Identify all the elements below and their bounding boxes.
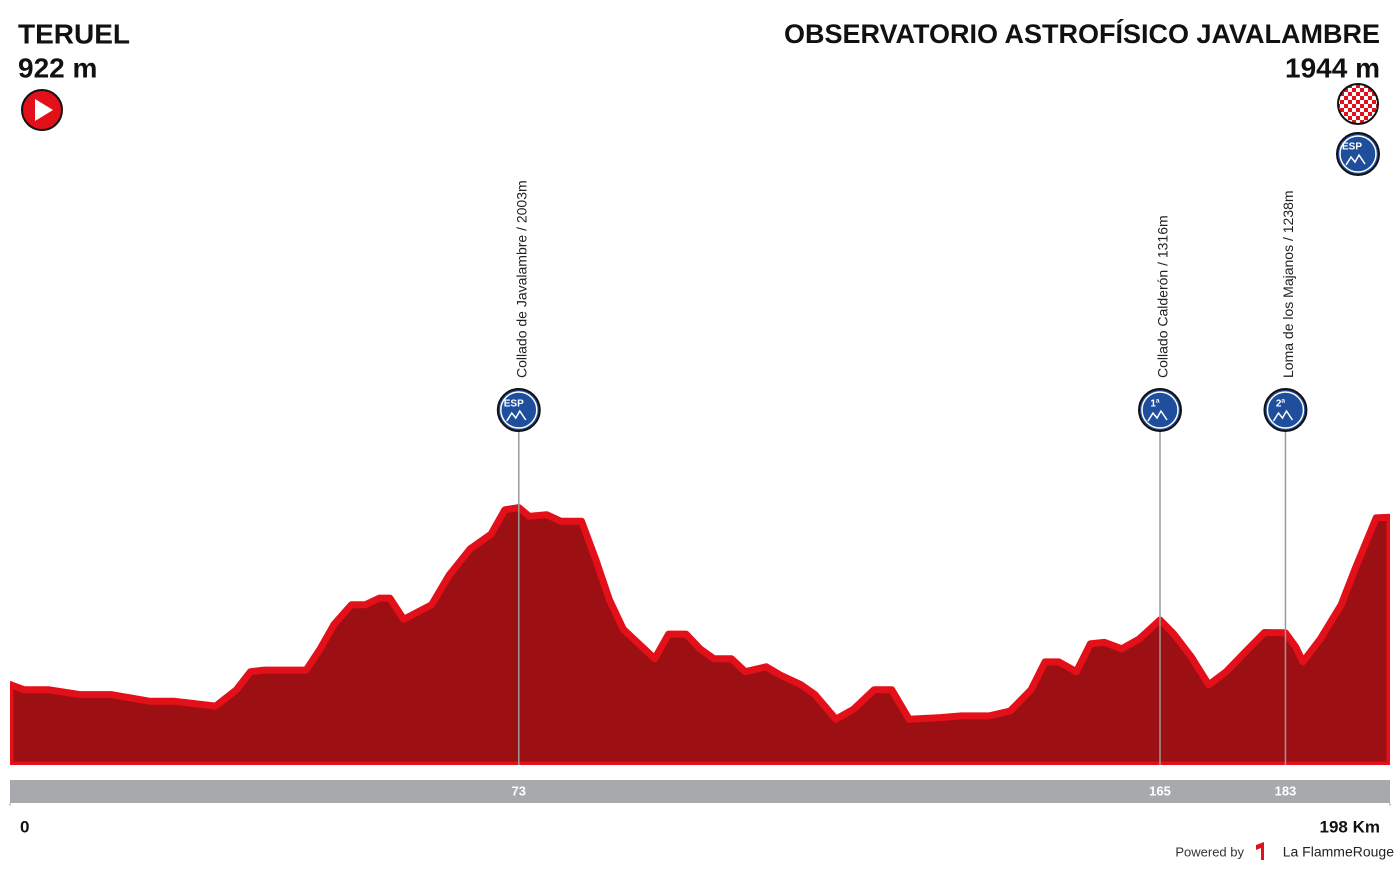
climb-label: Collado Calderón / 1316m [1155, 215, 1171, 378]
climb-km: 73 [512, 783, 526, 798]
climb-icon-mountain [1272, 409, 1294, 422]
climb-category: 1ª [1150, 399, 1160, 410]
climb-label: Loma de los Majanos / 1238m [1280, 190, 1296, 378]
brand-logo [1256, 842, 1264, 860]
climb-icon [496, 388, 541, 432]
profile [10, 504, 1390, 765]
footer: Powered by La FlammeRouge [1175, 842, 1394, 860]
climb-icon [1263, 388, 1308, 432]
elevation-area [10, 504, 1390, 765]
start-icon [21, 89, 63, 131]
finish-elevation: 1944 m [1285, 52, 1380, 83]
finish-icon [1337, 83, 1379, 125]
climb-label: Collado de Javalambre / 2003m [513, 180, 529, 378]
climb-icon [1138, 388, 1182, 432]
distance-bar [10, 780, 1390, 803]
annotations: 0 198 Km ESP Collado de Javalambre / 2003m 7… [9, 180, 1391, 836]
finish-name: OBSERVATORIO ASTROFÍSICO JAVALAMBRE [784, 18, 1380, 49]
climb-km: 165 [1149, 783, 1171, 798]
climb-km: 183 [1275, 783, 1297, 798]
powered-by: Powered by [1175, 844, 1244, 859]
x-tick-label: 198 Km [1320, 817, 1380, 836]
brand-name: La FlammeRouge [1283, 844, 1394, 860]
climb-icon-ring [500, 391, 538, 429]
finish-climb-icon: ESP [1336, 132, 1380, 176]
x-tick-label: 0 [20, 817, 29, 836]
climb-icon-mountain [1147, 409, 1168, 422]
start-name: TERUEL [18, 18, 130, 49]
climb-icon-ring [1266, 391, 1305, 429]
finish-climb-category: ESP [1342, 142, 1362, 153]
climb-icon-ring [1141, 391, 1179, 429]
climb-icon-mountain [506, 409, 527, 422]
start-elevation: 922 m [18, 52, 97, 83]
climb-category: ESP [504, 399, 524, 410]
climb-category: 2ª [1276, 399, 1286, 410]
